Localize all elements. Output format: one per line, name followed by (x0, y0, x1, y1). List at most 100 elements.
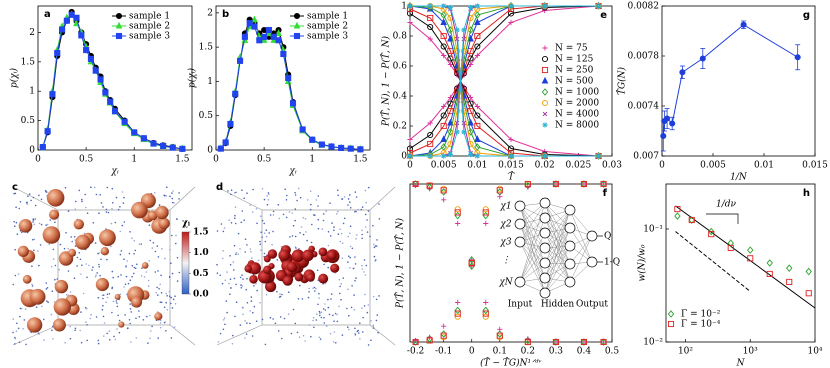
particle (260, 249, 262, 251)
particle (250, 300, 253, 302)
sphere (249, 275, 258, 284)
x-tick-label: 1.5 (175, 155, 190, 165)
marker (468, 256, 475, 264)
particle (340, 298, 342, 301)
particle (165, 195, 167, 197)
particle (94, 275, 97, 278)
marker (275, 29, 282, 36)
marker (600, 338, 607, 346)
marker (87, 55, 94, 62)
particle (294, 194, 297, 196)
sphere (131, 296, 143, 308)
particle (364, 293, 366, 296)
particle (286, 194, 288, 197)
particle (40, 223, 43, 226)
marker (553, 339, 559, 345)
marker (427, 131, 434, 139)
particle (322, 308, 325, 310)
x-tick-label: 0 (35, 155, 41, 165)
connection (544, 247, 571, 283)
particle (15, 330, 18, 333)
particle (172, 190, 174, 192)
node (564, 204, 576, 216)
marker (427, 334, 433, 340)
particle (130, 341, 132, 343)
marker (261, 33, 268, 40)
particle (319, 338, 322, 340)
sphere (294, 272, 304, 282)
particle (97, 252, 99, 255)
particle (170, 302, 172, 305)
particle (133, 272, 135, 275)
particle (221, 257, 224, 260)
sphere (158, 217, 170, 230)
particle (121, 224, 124, 227)
marker (454, 27, 460, 33)
particle (161, 248, 163, 250)
particle (356, 234, 358, 236)
particle (266, 203, 269, 206)
x-tick-label: 0.1 (493, 347, 507, 357)
marker (440, 18, 447, 26)
particle (257, 259, 260, 262)
particle (231, 342, 234, 345)
particle (48, 243, 50, 246)
x-axis-label: (T̂ − T̂G)N¹ᐟᵈᵛ (480, 357, 542, 368)
particle (341, 257, 344, 260)
marker (679, 69, 686, 76)
x-tick-label: 1 (309, 155, 315, 165)
node (514, 236, 526, 248)
particle (96, 272, 98, 274)
y-axis-label: P(T̂, N), 1 − P(T̂, N) (394, 217, 406, 309)
particle (290, 332, 293, 335)
particle (120, 274, 122, 276)
particle (367, 186, 370, 189)
particle (278, 217, 281, 220)
particle (287, 291, 290, 294)
particle (78, 189, 81, 192)
marker (667, 320, 675, 328)
particle (159, 301, 162, 304)
particle (30, 199, 32, 202)
marker (293, 32, 301, 40)
particle (263, 198, 266, 201)
marker (447, 128, 454, 136)
connection (569, 209, 593, 237)
legend-label: N = 500 (555, 77, 594, 87)
particle (279, 293, 281, 295)
particle (133, 239, 136, 242)
particle (340, 282, 343, 285)
particle (80, 273, 82, 275)
particle (250, 250, 252, 253)
marker (454, 306, 461, 315)
marker (447, 94, 453, 101)
particle (361, 233, 363, 236)
particle (119, 253, 122, 256)
legend-label: N = 125 (555, 55, 594, 65)
particle (106, 293, 109, 296)
particle (147, 285, 150, 287)
particle (373, 246, 376, 249)
particle (170, 337, 173, 339)
particle (355, 277, 357, 279)
y-tick-label: 0 (401, 152, 407, 162)
particle (169, 195, 171, 198)
particle (355, 238, 357, 240)
particle (15, 206, 17, 208)
marker (73, 14, 80, 21)
marker (474, 122, 481, 130)
x-tick-label: 0.025 (565, 161, 591, 171)
particle (76, 256, 79, 259)
marker (474, 112, 481, 119)
particle (111, 270, 114, 273)
particle (151, 247, 154, 249)
particle (269, 214, 272, 216)
particle (229, 278, 232, 281)
particle (240, 284, 242, 286)
marker (454, 36, 460, 42)
particle (233, 192, 236, 194)
particle (323, 317, 325, 319)
particle (338, 278, 341, 281)
particle (299, 284, 301, 287)
particle (173, 326, 176, 328)
